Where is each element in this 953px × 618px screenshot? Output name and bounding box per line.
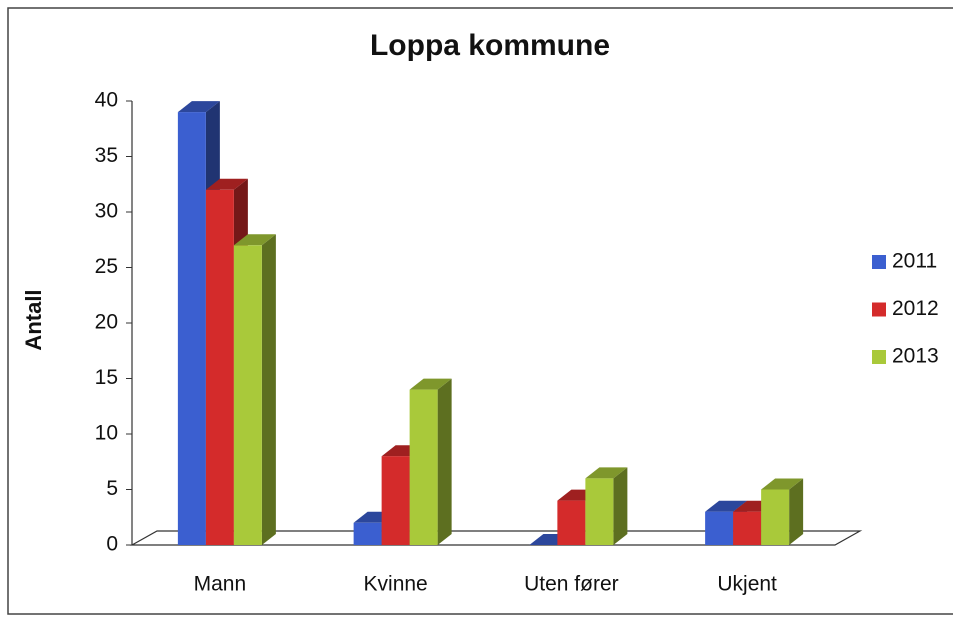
bar [557,500,586,545]
bar-top [205,178,248,190]
bar-side [261,234,276,546]
y-tick-label: 30 [95,200,118,223]
bar-group [761,478,804,545]
bar [381,456,410,545]
bar-top [233,234,276,246]
bar [705,511,734,545]
bar [177,112,206,545]
bar-side [437,378,452,545]
legend-swatch [872,255,886,269]
legend-label: 2013 [892,345,939,368]
y-tick-label: 10 [95,422,118,445]
y-tick-label: 20 [95,311,118,334]
legend-label: 2012 [892,297,939,320]
bar-group [585,467,628,545]
bar-top [177,101,220,113]
y-tick-label: 15 [95,366,118,389]
bar-top [585,467,628,479]
bar [409,389,438,545]
bar-top [761,478,804,490]
bar-group [409,378,452,545]
bar [733,511,762,545]
y-axis-label: Antall [21,289,46,350]
bar-side [613,467,628,545]
bar-top [409,378,452,390]
x-tick-label: Kvinne [364,573,428,596]
bar [233,245,262,546]
chart-title: Loppa kommune [370,29,610,62]
bar-group [233,234,276,546]
bar [585,478,614,545]
x-tick-label: Uten fører [524,573,619,596]
x-tick-label: Ukjent [717,573,777,596]
y-tick-label: 0 [106,533,118,556]
bar-side [789,478,804,545]
legend-swatch [872,350,886,364]
x-tick-label: Mann [194,573,247,596]
y-tick-label: 35 [95,144,118,167]
y-tick-label: 40 [95,89,118,112]
y-tick-label: 5 [106,477,118,500]
bar [205,189,234,546]
bar [761,489,790,545]
y-tick-label: 25 [95,255,118,278]
bar [353,522,382,545]
legend-label: 2011 [892,250,937,273]
chart-border [7,7,953,615]
legend-swatch [872,302,886,317]
